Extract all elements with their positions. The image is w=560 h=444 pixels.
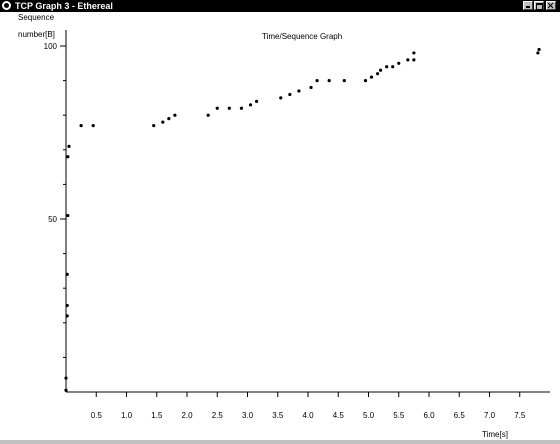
x-tick-label: 2.0 [181, 411, 193, 420]
x-tick-label: 4.5 [333, 411, 345, 420]
minimize-icon[interactable] [523, 1, 533, 10]
data-point [79, 123, 83, 128]
ethereal-app-icon[interactable] [2, 1, 11, 10]
x-ticks: 0.5 1.0 1.5 2.0 2.5 3.0 3.5 4.0 4.5 5.0 5.5 6.0 6.5 7… [91, 392, 526, 420]
data-point [379, 68, 383, 72]
data-point [173, 113, 177, 117]
x-axis-label: Time[s] [482, 430, 508, 439]
data-point [363, 79, 368, 83]
y-axis-label-line2: number[B] [18, 30, 55, 39]
data-point [369, 75, 374, 79]
data-point [406, 58, 410, 62]
data-point [536, 51, 540, 55]
data-point [288, 92, 292, 97]
x-tick-label: 6.5 [454, 411, 466, 420]
data-point [161, 120, 165, 124]
x-tick-label: 0.5 [91, 411, 103, 420]
data-point [412, 51, 416, 55]
maximize-icon[interactable] [534, 1, 544, 10]
close-icon[interactable] [546, 1, 556, 10]
x-tick-label: 7.0 [484, 411, 496, 420]
data-point [67, 144, 71, 148]
data-point [375, 72, 380, 76]
data-point [227, 106, 231, 110]
data-point [254, 99, 259, 103]
data-point [297, 89, 301, 93]
data-point [64, 388, 68, 392]
data-point [215, 106, 219, 110]
y-minor-ticks [63, 80, 66, 358]
data-point [537, 47, 541, 52]
data-point [65, 303, 69, 308]
x-tick-label: 3.0 [242, 411, 254, 420]
x-tick-label: 2.5 [212, 411, 224, 420]
data-point [315, 79, 319, 83]
x-tick-label: 5.5 [393, 411, 405, 420]
data-point [248, 103, 253, 107]
data-point [239, 106, 244, 110]
data-point [391, 65, 395, 69]
data-point [152, 123, 156, 128]
data-point [206, 113, 210, 117]
data-point [412, 58, 416, 62]
data-point [279, 96, 283, 100]
data-point [65, 314, 69, 318]
data-point [397, 61, 401, 65]
data-point [91, 123, 95, 128]
data-point [309, 85, 313, 90]
x-tick-label: 5.0 [363, 411, 375, 420]
data-point [66, 155, 70, 159]
chart-title: Time/Sequence Graph [262, 32, 342, 41]
data-point [385, 65, 389, 69]
x-tick-label: 6.0 [423, 411, 435, 420]
y-tick-label: 50 [48, 215, 57, 224]
data-points [64, 47, 541, 392]
y-tick-label: 100 [44, 42, 58, 51]
graph-canvas[interactable]: Sequence number[B] Time/Sequence Graph T… [0, 12, 560, 440]
data-point [327, 79, 331, 83]
window-title: TCP Graph 3 - Ethereal [15, 1, 113, 11]
x-tick-label: 1.5 [151, 411, 163, 420]
x-tick-label: 1.0 [121, 411, 133, 420]
time-sequence-chart[interactable]: Sequence number[B] Time/Sequence Graph T… [0, 12, 560, 440]
y-axis-label-line1: Sequence [18, 13, 55, 22]
data-point [65, 272, 69, 276]
data-point [66, 213, 70, 218]
x-tick-label: 4.0 [302, 411, 314, 420]
data-point [64, 376, 68, 380]
data-point [167, 117, 171, 121]
data-point [342, 79, 346, 83]
x-tick-label: 7.5 [514, 411, 526, 420]
x-tick-label: 3.5 [272, 411, 284, 420]
y-ticks: 50 100 [44, 42, 66, 224]
title-bar[interactable]: TCP Graph 3 - Ethereal [0, 0, 560, 12]
